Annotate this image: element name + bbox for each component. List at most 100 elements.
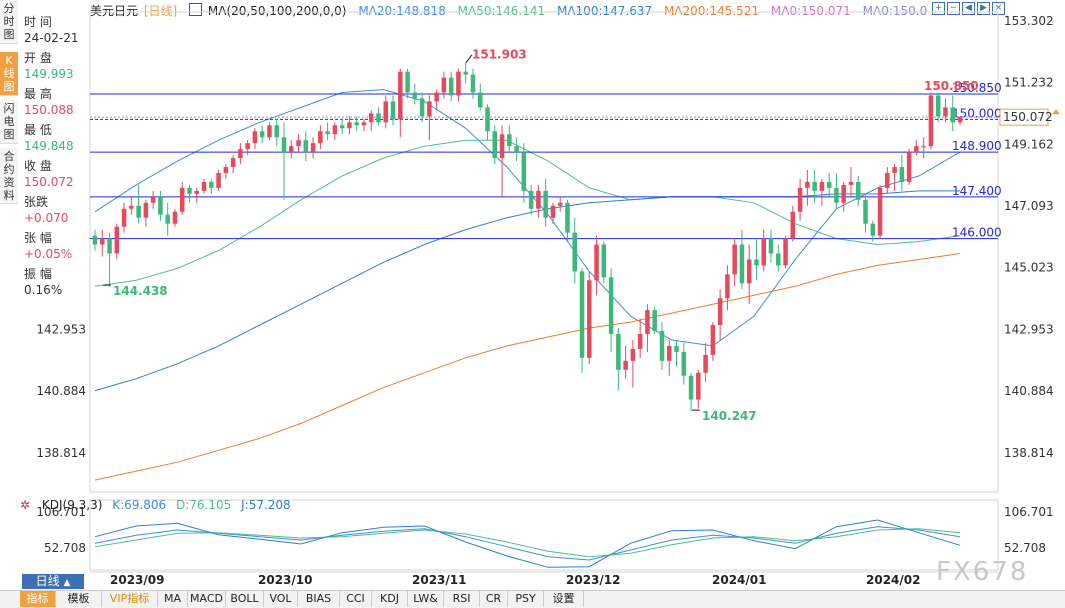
candle-body: [674, 345, 679, 352]
current-price-label: 150.072: [1003, 110, 1053, 124]
candle-body: [252, 131, 258, 144]
kdj-legend: ✲ KDJ(9,3,3) K:69.806 D:76.105 J:57.208: [20, 498, 291, 512]
tab-template[interactable]: 模板: [56, 591, 102, 607]
level-label: 146.000: [952, 226, 1002, 240]
candle-body: [557, 202, 563, 206]
ma200-line: [94, 253, 961, 481]
x-tick-label: 2024/02: [866, 573, 920, 587]
candle-body: [121, 208, 127, 227]
candle-body: [848, 181, 854, 185]
candle-body: [943, 107, 948, 117]
tab-flash[interactable]: 闪电图: [0, 100, 18, 144]
candle-body: [318, 131, 323, 144]
tab-ma[interactable]: MA: [158, 591, 188, 607]
candle-body: [92, 235, 98, 245]
candle-body: [456, 71, 461, 96]
caret-up-icon: ▲: [63, 578, 71, 588]
candle-body: [187, 187, 192, 194]
tab-lwr[interactable]: LW&: [408, 591, 444, 607]
candle-body: [216, 172, 221, 188]
tab-cci[interactable]: CCI: [340, 591, 372, 607]
candle-body: [448, 77, 454, 96]
tab-indicators[interactable]: 指标: [20, 591, 56, 607]
candle-body: [572, 232, 578, 272]
period-button[interactable]: 日线 ▲: [22, 574, 84, 589]
period-label: [日线]: [143, 4, 178, 18]
close-label: 收 盘: [24, 159, 52, 173]
annotation-high-pointer: [465, 54, 473, 63]
candle-body: [935, 95, 941, 117]
candle-body: [383, 101, 389, 123]
candle-body: [143, 202, 149, 218]
candle-body: [376, 113, 381, 123]
kdj-settings-icon[interactable]: ✲: [20, 498, 31, 512]
candle-body: [536, 190, 541, 209]
level-label: 150.850: [952, 81, 1002, 95]
ma0-value-b: MA0:150.0: [862, 4, 928, 18]
ma20-value: MA20:148.818: [358, 4, 446, 18]
candle-body: [267, 125, 272, 138]
candle-body: [245, 143, 250, 150]
tab-bias[interactable]: BIAS: [298, 591, 340, 607]
candle-body: [543, 190, 548, 218]
candle-body: [398, 71, 403, 120]
candle-body: [150, 196, 156, 203]
pct-value: +0.05%: [24, 247, 73, 261]
candle-body: [768, 238, 774, 254]
ma50-value: MA50:146.141: [457, 4, 546, 18]
candle-body: [659, 331, 665, 361]
candle-body: [158, 196, 163, 215]
candle-body: [412, 92, 418, 99]
kdj-k-line: [94, 526, 961, 561]
kdj-plot-frame: [89, 499, 999, 571]
tab-contract-info[interactable]: 合约资料: [0, 148, 18, 204]
high-label: 最 高: [24, 87, 52, 101]
candle-body: [259, 131, 265, 138]
change-label: 张跌: [24, 195, 49, 209]
tab-timeshare[interactable]: 分时图: [0, 0, 18, 44]
candle-body: [347, 122, 352, 129]
open-label: 开 盘: [24, 51, 52, 65]
x-tick-label: 2023/09: [110, 573, 164, 587]
tab-kdj[interactable]: KDJ: [372, 591, 408, 607]
tab-kline[interactable]: K线图: [0, 52, 18, 96]
candle-body: [441, 77, 447, 93]
chart-header: 美元日元 [日线] MA(20,50,100,200,0,0) MA20:148…: [90, 2, 935, 18]
candle-body: [310, 143, 316, 153]
tab-boll[interactable]: BOLL: [226, 591, 264, 607]
left-tab-strip: 分时图 K线图 闪电图 合约资料: [0, 0, 18, 204]
kdj-d-line: [94, 528, 961, 558]
candle-body: [405, 71, 410, 93]
tab-cr[interactable]: CR: [480, 591, 508, 607]
tab-settings[interactable]: 设置: [544, 591, 584, 607]
pct-label: 张 幅: [24, 231, 52, 245]
candle-body: [855, 181, 861, 200]
tab-vip-indicators[interactable]: VIP指标: [102, 591, 158, 607]
candle-body: [587, 280, 592, 358]
x-tick-label: 2023/12: [566, 573, 620, 587]
candle-body: [230, 158, 236, 168]
kdj-title: KDJ(9,3,3): [41, 498, 103, 512]
candle-body: [390, 101, 396, 120]
tab-vol[interactable]: VOL: [264, 591, 298, 607]
tab-rsi[interactable]: RSI: [444, 591, 480, 607]
ma-settings-icon[interactable]: [189, 3, 203, 16]
y-tick-label-right: 145.023: [1004, 261, 1054, 275]
y-tick-label-left: 138.814: [36, 446, 86, 460]
ma-params: MA(20,50,100,200,0,0): [207, 4, 347, 18]
kdj-y-tick-left: 52.708: [44, 541, 86, 555]
candle-body: [666, 345, 672, 361]
candle-body: [616, 333, 621, 370]
candle-body: [507, 134, 512, 147]
candle-body: [739, 244, 745, 284]
candle-body: [783, 238, 788, 266]
candle-body: [296, 140, 301, 147]
candle-body: [717, 298, 723, 326]
ma100-value: MA100:147.637: [556, 4, 653, 18]
candle-body: [623, 360, 628, 370]
tab-psy[interactable]: PSY: [508, 591, 544, 607]
candle-body: [470, 74, 476, 93]
candle-body: [427, 101, 432, 117]
tab-macd[interactable]: MACD: [188, 591, 226, 607]
